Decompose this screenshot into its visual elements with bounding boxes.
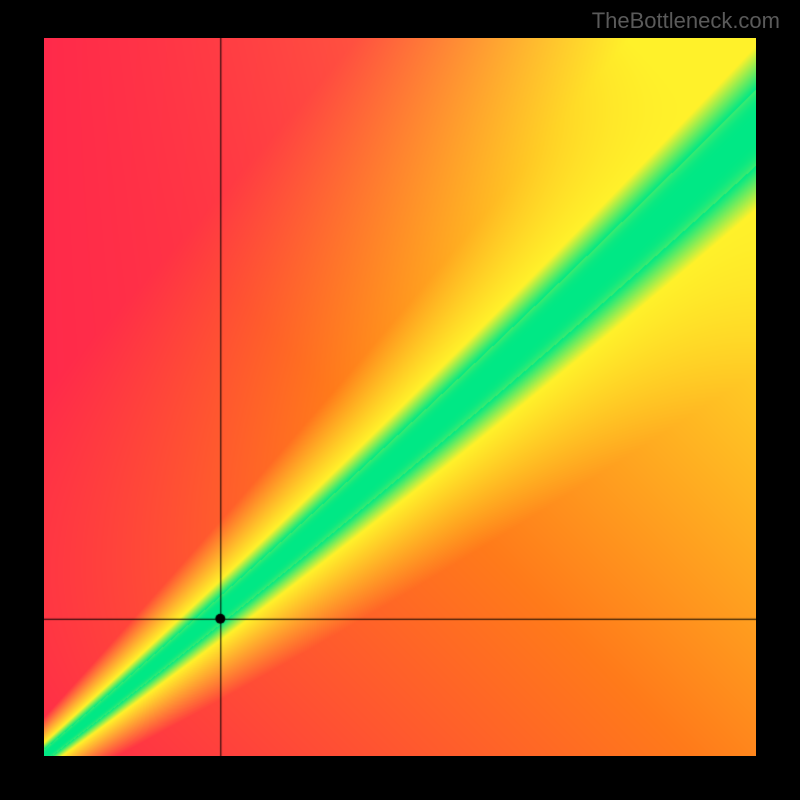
heatmap-canvas [44, 38, 756, 756]
heatmap-plot [44, 38, 756, 756]
watermark-text: TheBottleneck.com [592, 8, 780, 34]
